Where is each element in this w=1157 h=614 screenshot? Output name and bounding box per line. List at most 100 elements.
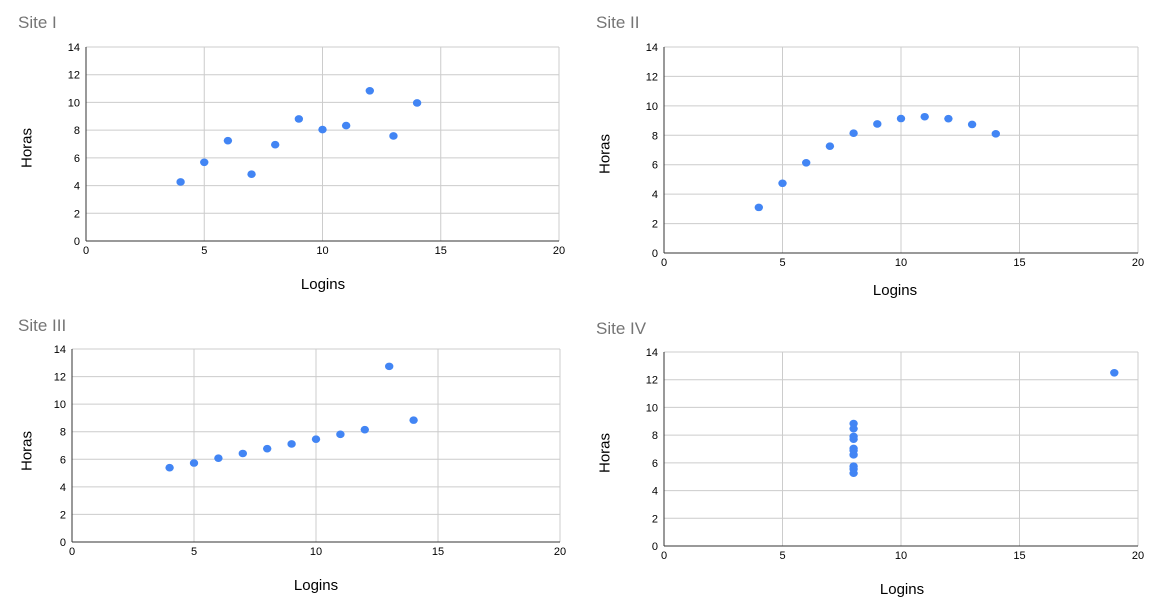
y-tick-label: 10 — [54, 399, 66, 411]
y-tick-label: 4 — [60, 482, 66, 494]
x-axis-label: Logins — [293, 577, 339, 594]
data-point — [287, 440, 296, 448]
y-tick-label: 6 — [74, 153, 80, 165]
y-tick-label: 0 — [74, 236, 80, 248]
data-point — [214, 454, 223, 462]
data-point — [341, 121, 351, 130]
y-tick-label: 10 — [646, 402, 658, 414]
y-tick-label: 14 — [646, 347, 658, 359]
data-point — [849, 129, 858, 138]
x-axis-label: Logins — [872, 282, 918, 299]
y-tick-label: 2 — [74, 208, 80, 220]
x-tick-label: 0 — [69, 546, 75, 558]
y-tick-label: 6 — [652, 160, 658, 172]
y-tick-label: 8 — [652, 430, 658, 442]
data-point — [360, 425, 369, 434]
data-point — [389, 132, 398, 140]
x-tick-label: 0 — [661, 550, 667, 562]
x-tick-label: 5 — [201, 245, 207, 257]
y-tick-label: 8 — [652, 130, 658, 142]
x-axis-label: Logins — [300, 276, 346, 293]
x-tick-label: 15 — [435, 245, 447, 257]
data-point — [967, 120, 977, 129]
data-point — [189, 459, 199, 467]
scatter-plot-site-2: 0 2 4 6 8 10 12 14 0 5 10 15 20 — [646, 42, 1144, 269]
y-tick-label: 0 — [60, 537, 66, 549]
x-tick-label: 15 — [432, 546, 444, 558]
chart-title: Site I — [18, 13, 57, 32]
x-tick-label: 10 — [895, 550, 907, 562]
y-tick-label: 12 — [646, 71, 658, 83]
y-tick-label: 10 — [646, 101, 658, 113]
y-tick-label: 2 — [652, 219, 658, 231]
data-point — [412, 99, 422, 107]
data-point — [223, 136, 233, 145]
x-tick-label: 10 — [895, 257, 907, 269]
x-tick-label: 5 — [191, 546, 197, 558]
x-tick-label: 20 — [1132, 550, 1144, 562]
y-tick-label: 14 — [54, 344, 66, 356]
data-point — [991, 130, 1000, 138]
data-point — [849, 424, 858, 433]
data-point — [849, 432, 858, 441]
scatter-plot-site-1: 0 2 4 6 8 10 12 14 0 5 10 15 20 — [68, 42, 565, 257]
x-tick-label: 10 — [310, 546, 322, 558]
y-tick-label: 2 — [652, 513, 658, 525]
x-tick-label: 0 — [661, 257, 667, 269]
chart-title: Site III — [18, 316, 67, 335]
data-point — [825, 142, 835, 150]
chart-title: Site IV — [596, 319, 647, 338]
scatter-plot-site-3: 0 2 4 6 8 10 12 14 0 5 10 15 20 — [54, 344, 566, 558]
chart-panel-site-3: Site III Horas Logins 0 2 4 6 8 10 12 14 0 5 10 15 2… — [0, 307, 578, 614]
data-point — [944, 114, 953, 123]
scatter-plot-site-4: 0 2 4 6 8 10 12 14 0 5 10 15 20 — [646, 347, 1144, 562]
data-point — [336, 430, 345, 439]
data-point — [920, 112, 929, 121]
data-point — [294, 115, 304, 123]
chart-panel-site-4: Site IV Horas Logins 0 2 4 6 8 10 12 14 0 5 10 15 20 — [578, 307, 1157, 614]
x-tick-label: 20 — [1132, 257, 1144, 269]
data-point — [247, 170, 256, 179]
y-tick-label: 4 — [652, 486, 658, 498]
y-tick-label: 12 — [68, 70, 80, 82]
data-point — [165, 463, 174, 472]
y-tick-label: 14 — [646, 42, 658, 54]
x-tick-label: 0 — [83, 245, 89, 257]
y-tick-label: 8 — [60, 427, 66, 439]
data-point — [754, 203, 763, 212]
data-point — [778, 179, 787, 188]
x-tick-label: 15 — [1013, 550, 1025, 562]
x-tick-label: 5 — [779, 550, 785, 562]
data-point — [873, 120, 882, 128]
x-tick-label: 20 — [554, 546, 566, 558]
x-tick-label: 10 — [316, 245, 328, 257]
data-point — [200, 158, 209, 167]
data-point — [1110, 368, 1119, 377]
data-point — [176, 178, 185, 186]
y-tick-label: 4 — [74, 181, 80, 193]
chart-panel-site-2: Site II Horas Logins 0 2 4 6 8 10 12 14 0 5 10 15 20 — [578, 0, 1157, 307]
y-tick-label: 0 — [652, 248, 658, 260]
y-tick-label: 10 — [68, 97, 80, 109]
chart-title: Site II — [596, 13, 640, 32]
y-tick-label: 12 — [54, 372, 66, 384]
data-point — [263, 444, 272, 453]
data-point — [849, 465, 858, 473]
x-tick-label: 15 — [1013, 257, 1025, 269]
data-point — [271, 140, 280, 149]
chart-panel-site-1: Site I Horas Logins 0 2 4 6 8 10 12 14 0 5 10 15 20 — [0, 0, 578, 307]
y-tick-label: 6 — [652, 458, 658, 470]
data-point — [385, 362, 394, 371]
y-tick-label: 0 — [652, 541, 658, 553]
data-point — [318, 125, 327, 134]
data-point — [238, 449, 247, 458]
x-tick-label: 20 — [553, 245, 565, 257]
y-tick-label: 8 — [74, 125, 80, 137]
x-axis-label: Logins — [879, 581, 925, 598]
x-tick-label: 5 — [779, 257, 785, 269]
y-tick-label: 12 — [646, 375, 658, 387]
data-point — [365, 86, 374, 95]
data-point — [409, 416, 418, 424]
data-point — [311, 435, 321, 443]
y-tick-label: 2 — [60, 509, 66, 521]
